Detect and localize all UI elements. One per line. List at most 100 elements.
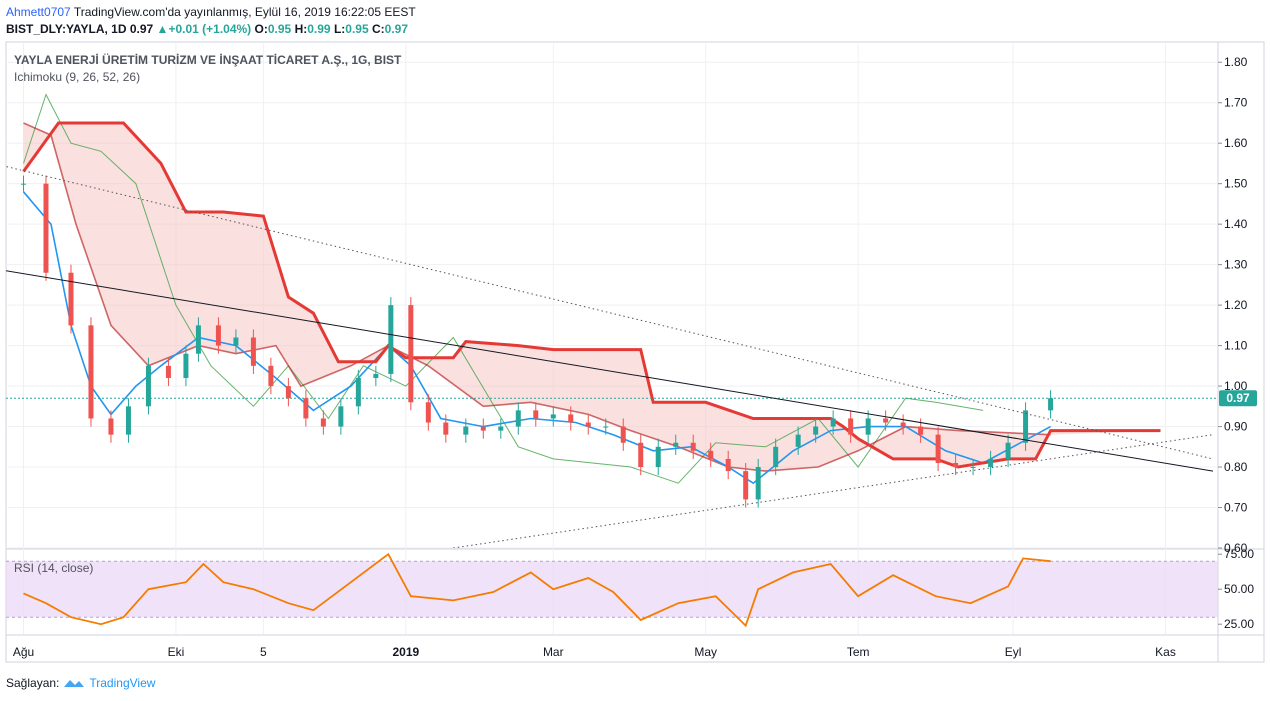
rsi-legend[interactable]: RSI (14, close) xyxy=(14,561,93,575)
candle-body xyxy=(603,426,609,428)
candle-body xyxy=(900,422,906,427)
candle xyxy=(773,438,779,476)
candle xyxy=(108,410,114,443)
footer-brand[interactable]: TradingView xyxy=(89,676,156,690)
candle-body xyxy=(183,353,189,378)
candle xyxy=(425,394,431,431)
ichimoku-cloud xyxy=(23,123,1161,472)
price-tick-label: 1.70 xyxy=(1224,96,1248,110)
candle xyxy=(813,418,819,443)
price-tick-label: 1.00 xyxy=(1224,379,1248,393)
candle-body xyxy=(515,410,521,427)
dotted-trendline xyxy=(453,434,1214,548)
candle-body xyxy=(1023,410,1029,443)
trendlines[interactable] xyxy=(0,163,1214,548)
rsi-axis: 25.00 50.00 75.00 xyxy=(1218,547,1254,631)
candle xyxy=(708,442,714,468)
rsi-tick-label: 25.00 xyxy=(1224,617,1254,631)
candle-body xyxy=(550,414,556,419)
chikou-span-line xyxy=(23,93,984,484)
candle xyxy=(883,410,889,431)
candle-body xyxy=(755,467,761,500)
rsi-band xyxy=(6,561,1218,618)
candle xyxy=(233,329,239,354)
candle-body xyxy=(795,434,801,447)
candle xyxy=(755,458,761,508)
author-name[interactable]: Ahmett0707 xyxy=(6,5,71,19)
candle-body xyxy=(830,418,836,427)
solid-trendline xyxy=(6,270,1214,472)
time-tick-label: May xyxy=(694,645,717,659)
candle xyxy=(388,297,394,383)
candle xyxy=(585,414,591,435)
candle-body xyxy=(655,446,661,468)
footer: Sağlayan: TradingView xyxy=(6,676,155,690)
candle-body xyxy=(443,422,449,435)
up-arrow-icon: ▲ xyxy=(156,22,169,36)
candle xyxy=(88,317,94,427)
time-axis[interactable]: Ağu Eki 5 2019 Mar May Tem Eyl Kas xyxy=(13,645,1176,659)
change-value: +0.01 (+1.04%) xyxy=(168,22,252,36)
candle-body xyxy=(195,325,201,354)
candle xyxy=(268,357,274,395)
candle xyxy=(443,414,449,443)
time-tick-label: Mar xyxy=(543,645,564,659)
candle xyxy=(935,426,941,472)
candle xyxy=(830,410,836,435)
candle xyxy=(900,414,906,435)
open-value: 0.95 xyxy=(267,22,292,36)
time-tick-label: Ağu xyxy=(13,645,34,659)
candle-body xyxy=(108,418,114,435)
price-tick-label: 1.20 xyxy=(1224,298,1248,312)
candle xyxy=(338,398,344,435)
candle xyxy=(988,450,994,476)
candle-body xyxy=(585,422,591,427)
candle-body xyxy=(708,450,714,459)
price-tick-label: 0.70 xyxy=(1224,501,1248,515)
candle-body xyxy=(690,442,696,451)
price-tick-label: 1.30 xyxy=(1224,258,1248,272)
kijun-shifted-line xyxy=(22,121,1161,469)
candle xyxy=(533,402,539,427)
candle-body xyxy=(463,426,469,435)
tradingview-logo-icon[interactable] xyxy=(63,677,85,689)
low-label: L: xyxy=(333,22,346,36)
candle xyxy=(68,264,74,334)
candle-body xyxy=(865,418,871,435)
candle xyxy=(320,410,326,435)
time-tick-label: Eki xyxy=(168,645,185,659)
candle-body xyxy=(725,458,731,472)
candle xyxy=(953,454,959,476)
indicator-legend[interactable]: Ichimoku (9, 26, 52, 26) xyxy=(14,70,140,84)
candle xyxy=(620,418,626,451)
candle-body xyxy=(620,426,626,443)
candle-body xyxy=(773,446,779,468)
candle-body xyxy=(355,377,361,407)
price-axis[interactable]: 0.60 0.70 0.80 0.90 1.00 1.10 1.20 1.30 1.40 1.50… xyxy=(1218,55,1248,555)
price-tick-label: 1.10 xyxy=(1224,339,1248,353)
rsi-tick-label: 75.00 xyxy=(1224,547,1254,561)
time-tick-label: Kas xyxy=(1155,645,1176,659)
candle-body xyxy=(1048,398,1054,411)
candle xyxy=(373,365,379,387)
candle xyxy=(20,175,26,192)
price-tick-label: 0.80 xyxy=(1224,460,1248,474)
candle xyxy=(673,434,679,455)
candle-body xyxy=(233,337,239,346)
candle xyxy=(1005,434,1011,468)
candle xyxy=(498,418,504,439)
candle xyxy=(43,175,49,281)
candle-body xyxy=(533,410,539,419)
time-tick-label: 2019 xyxy=(392,645,419,659)
candle xyxy=(303,390,309,427)
candle xyxy=(848,410,854,443)
candle xyxy=(285,377,291,407)
candle xyxy=(1048,390,1054,419)
candle-body xyxy=(425,402,431,423)
candle-body xyxy=(883,418,889,423)
candle-body xyxy=(303,398,309,419)
candlestick-series xyxy=(20,175,1054,508)
candle-body xyxy=(145,365,151,407)
candle xyxy=(725,450,731,480)
